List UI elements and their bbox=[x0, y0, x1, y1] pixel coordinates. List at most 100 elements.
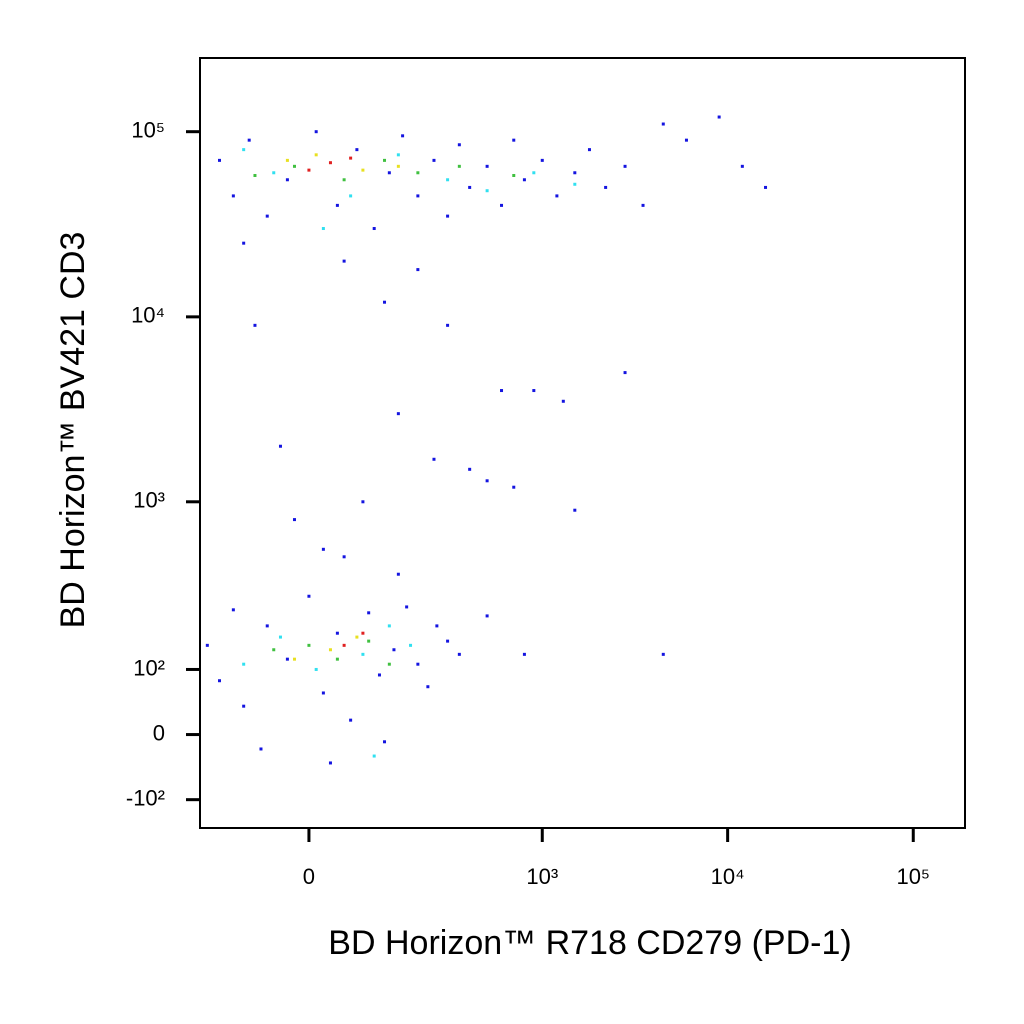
point bbox=[321, 691, 325, 695]
point bbox=[218, 679, 222, 683]
point bbox=[684, 138, 688, 142]
point bbox=[349, 194, 353, 198]
point bbox=[532, 171, 536, 175]
point bbox=[335, 657, 339, 661]
point bbox=[321, 547, 325, 551]
point bbox=[661, 122, 665, 126]
point bbox=[265, 214, 269, 218]
point bbox=[242, 704, 246, 708]
point bbox=[242, 241, 246, 245]
point bbox=[253, 173, 257, 177]
point bbox=[247, 138, 251, 142]
point bbox=[265, 624, 269, 628]
point bbox=[377, 673, 381, 677]
point bbox=[342, 259, 346, 263]
point bbox=[512, 485, 516, 489]
point bbox=[396, 164, 400, 168]
point bbox=[361, 500, 365, 504]
point bbox=[253, 323, 257, 327]
point bbox=[205, 643, 209, 647]
point bbox=[435, 624, 439, 628]
plot-frame bbox=[199, 57, 966, 829]
point bbox=[292, 518, 296, 522]
point bbox=[500, 389, 504, 393]
point bbox=[285, 178, 289, 182]
point bbox=[432, 457, 436, 461]
point bbox=[661, 652, 665, 656]
point bbox=[512, 138, 516, 142]
point bbox=[307, 168, 311, 172]
point bbox=[426, 685, 430, 689]
point bbox=[500, 203, 504, 207]
y-tick-label: 10⁵ bbox=[131, 118, 165, 143]
y-tick-label: -10² bbox=[126, 785, 165, 810]
point bbox=[272, 648, 276, 652]
point bbox=[561, 399, 565, 403]
point bbox=[623, 164, 627, 168]
point bbox=[242, 662, 246, 666]
point bbox=[532, 389, 536, 393]
point bbox=[409, 643, 413, 647]
point bbox=[335, 203, 339, 207]
point bbox=[272, 171, 276, 175]
point bbox=[446, 639, 450, 643]
y-tick-label: 10⁴ bbox=[131, 303, 165, 328]
point bbox=[231, 608, 235, 612]
point bbox=[278, 635, 282, 639]
point bbox=[342, 178, 346, 182]
point bbox=[446, 178, 450, 182]
point bbox=[292, 164, 296, 168]
point bbox=[242, 148, 246, 152]
point bbox=[396, 153, 400, 157]
point bbox=[383, 300, 387, 304]
point bbox=[387, 171, 391, 175]
point bbox=[573, 182, 577, 186]
point bbox=[355, 148, 359, 152]
point bbox=[446, 323, 450, 327]
point bbox=[401, 134, 405, 138]
point bbox=[383, 740, 387, 744]
point bbox=[328, 648, 332, 652]
point bbox=[416, 171, 420, 175]
point bbox=[457, 164, 461, 168]
x-tick-label: 0 bbox=[303, 864, 315, 889]
point bbox=[335, 631, 339, 635]
point bbox=[587, 148, 591, 152]
point bbox=[468, 185, 472, 189]
point bbox=[349, 718, 353, 722]
point bbox=[717, 115, 721, 119]
point bbox=[764, 185, 768, 189]
point bbox=[604, 185, 608, 189]
point bbox=[387, 662, 391, 666]
point bbox=[457, 652, 461, 656]
point bbox=[367, 639, 371, 643]
point bbox=[446, 214, 450, 218]
point bbox=[416, 268, 420, 272]
point bbox=[485, 164, 489, 168]
y-axis-title: BD Horizon™ BV421 CD3 bbox=[54, 232, 92, 629]
point bbox=[383, 158, 387, 162]
point bbox=[372, 754, 376, 758]
point bbox=[342, 555, 346, 559]
point bbox=[307, 643, 311, 647]
point bbox=[349, 156, 353, 160]
point bbox=[512, 173, 516, 177]
y-tick-label: 10² bbox=[133, 655, 165, 680]
point bbox=[392, 648, 396, 652]
x-tick-label: 10⁵ bbox=[896, 864, 930, 889]
point bbox=[641, 203, 645, 207]
point bbox=[540, 158, 544, 162]
point bbox=[485, 189, 489, 193]
point bbox=[218, 158, 222, 162]
x-tick-label: 10³ bbox=[526, 864, 558, 889]
point bbox=[361, 652, 365, 656]
point bbox=[314, 130, 318, 134]
point bbox=[396, 572, 400, 576]
point bbox=[307, 594, 311, 598]
point bbox=[355, 635, 359, 639]
point bbox=[328, 161, 332, 165]
x-axis-title: BD Horizon™ R718 CD279 (PD-1) bbox=[328, 924, 851, 962]
point bbox=[573, 171, 577, 175]
point bbox=[285, 657, 289, 661]
